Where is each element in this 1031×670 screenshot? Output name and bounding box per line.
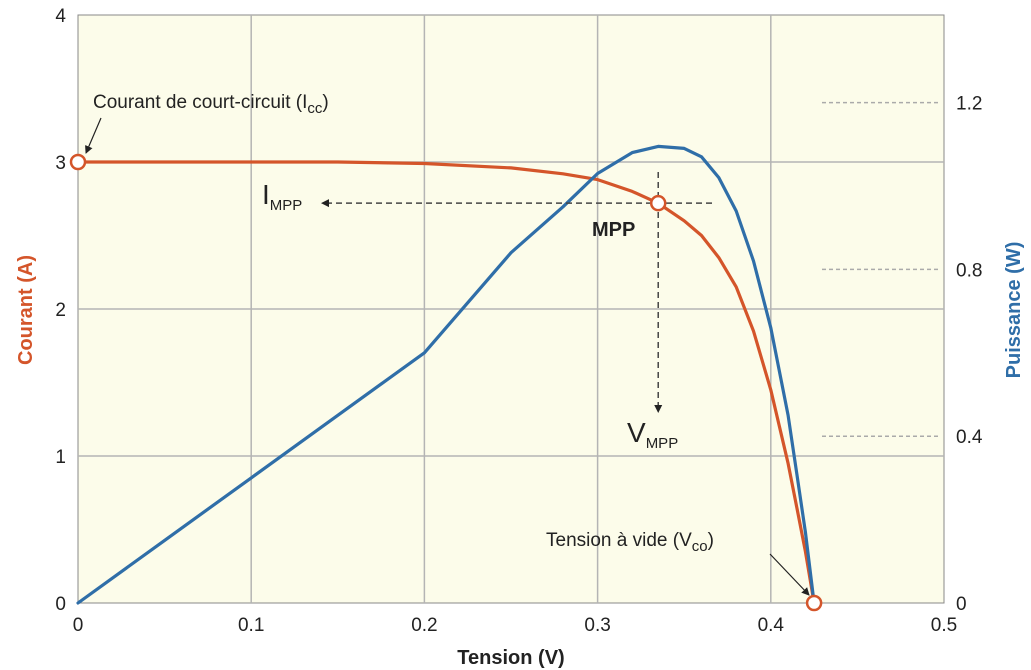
icc-pointer xyxy=(85,117,102,154)
vco-point-marker xyxy=(805,594,823,612)
x-tick-label: 0 xyxy=(73,615,84,636)
y-tick-label: 2 xyxy=(55,300,66,321)
y-tick-label: 3 xyxy=(55,153,66,174)
vmpp-label-main: V xyxy=(627,417,646,448)
x-axis-title: Tension (V) xyxy=(457,647,564,669)
mpp-point-marker xyxy=(649,194,667,212)
y-axis-title: Courant (A) xyxy=(15,255,37,365)
x-tick-label: 0.5 xyxy=(931,615,957,636)
x-tick-label: 0.2 xyxy=(411,615,437,636)
y2-tick-label: 1.2 xyxy=(956,94,982,115)
vco-annotation-sub: co xyxy=(692,538,708,555)
vco-annotation: Tension à vide (Vco) xyxy=(546,530,714,555)
vmpp-label-sub: MPP xyxy=(646,435,679,452)
vco-annotation-close: ) xyxy=(708,530,714,551)
icc-annotation: Courant de court-circuit (Icc) xyxy=(93,92,329,117)
grid xyxy=(78,15,944,603)
y2-tick-label: 0 xyxy=(956,594,967,615)
impp-label-main: I xyxy=(262,179,270,210)
mpp-guides xyxy=(321,172,712,413)
x-tick-label: 0.3 xyxy=(584,615,610,636)
icc-point-marker xyxy=(69,153,87,171)
impp-label: IMPP xyxy=(262,179,302,214)
mpp-label: MPP xyxy=(592,219,635,241)
y-tick-label: 4 xyxy=(55,6,66,27)
x-tick-label: 0.4 xyxy=(758,615,785,636)
y2-tick-label: 0.8 xyxy=(956,260,982,281)
vmpp-label: VMPP xyxy=(627,417,678,452)
power-curve xyxy=(76,144,816,605)
series-group xyxy=(76,144,816,605)
vco-annotation-text: Tension à vide (V xyxy=(546,530,692,551)
icc-annotation-sub: cc xyxy=(307,100,323,117)
y-tick-label: 1 xyxy=(55,447,66,468)
x-tick-label: 0.1 xyxy=(238,615,264,636)
y2-axis-title: Puissance (W) xyxy=(1003,242,1025,379)
right-axis-dashes xyxy=(822,101,938,437)
y2-tick-label: 0.4 xyxy=(956,427,983,448)
icc-annotation-close: ) xyxy=(322,92,328,113)
y-tick-label: 0 xyxy=(55,594,66,615)
icc-annotation-text: Courant de court-circuit (I xyxy=(93,92,307,113)
current-curve xyxy=(76,160,816,605)
impp-label-sub: MPP xyxy=(270,197,303,214)
key-point-markers xyxy=(69,153,823,612)
vco-pointer xyxy=(769,553,810,596)
